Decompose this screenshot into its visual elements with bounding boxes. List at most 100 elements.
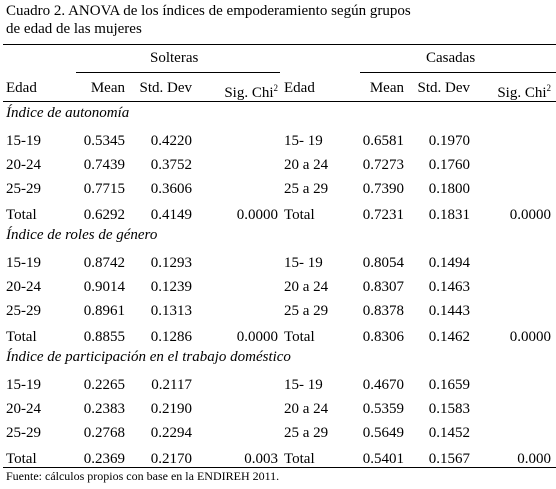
table-cell: 0.1463 [428,279,470,295]
table-cell: 0.000 [517,451,551,467]
table-cell: 0.1567 [428,451,470,467]
table-cell: 0.2294 [150,425,192,441]
table-cell: 0.1831 [428,207,470,223]
table-cell: 0.1760 [428,157,470,173]
table-cell: 20 a 24 [284,279,329,295]
table-cell: 25-29 [6,303,41,319]
table-cell: 25-29 [6,181,41,197]
table-cell: Total [284,207,315,223]
table-cell: 20-24 [6,157,41,173]
table-cell: 0.8054 [362,255,404,271]
table-cell: 0.9014 [83,279,125,295]
group-header: Casadas [426,50,476,66]
table-cell: 0.5345 [83,133,125,149]
source-note: Fuente: cálculos propios con base en la … [6,469,280,483]
column-header: Edad [6,76,70,105]
column-header: Sig. Chi2 [192,76,278,105]
table-cell [470,397,551,421]
table-cell: 0.3606 [150,181,192,197]
table-cell: 15-19 [6,133,41,149]
column-header: Edad [278,76,344,105]
table-row: 20-24 0.2383 0.2190 20 a 24 0.5359 0.1583 [6,397,551,421]
section-title: Índice de roles de género [6,227,158,243]
table-cell: 0.8961 [83,303,125,319]
table-cell [192,177,278,201]
table-cell: 0.0000 [236,329,278,345]
table-cell: 0.1462 [428,329,470,345]
table-cell: 0.1293 [150,255,192,271]
table-cell [470,299,551,323]
table-cell: 0.1239 [150,279,192,295]
table-cell: 0.2768 [83,425,125,441]
table-cell: 20 a 24 [284,157,329,173]
table-cell [192,397,278,421]
table-cell: Total [284,451,315,467]
table-cell: 25 a 29 [284,303,329,319]
table-cell: 0.8855 [83,329,125,345]
rule [3,101,556,102]
table-row: 15-19 0.8742 0.1293 15- 19 0.8054 0.1494 [6,251,551,275]
column-header-text: Edad [6,80,37,96]
table-cell: 0.2369 [83,451,125,467]
table-cell [470,275,551,299]
table-cell: 0.003 [244,451,278,467]
table-row: 25-29 0.7715 0.3606 25 a 29 0.7390 0.1800 [6,177,551,201]
table-cell: 0.5649 [362,425,404,441]
rule [3,467,556,468]
table-row: 15-19 0.2265 0.2117 15- 19 0.4670 0.1659 [6,373,551,397]
title-line: Cuadro 2. ANOVA de los índices de empode… [6,3,411,19]
table-cell: 20 a 24 [284,401,329,417]
table-cell [192,251,278,275]
table-cell [192,421,278,445]
table-cell [470,373,551,397]
table-cell [192,299,278,323]
table-cell: 25 a 29 [284,181,329,197]
table-cell: 0.4670 [362,377,404,393]
table-row: 20-24 0.7439 0.3752 20 a 24 0.7273 0.1760 [6,153,551,177]
table-cell: Total [6,329,37,345]
superscript: 2 [273,83,279,93]
table-cell: 0.1800 [428,181,470,197]
table-cell: 0.8306 [362,329,404,345]
column-header-row: Edad Mean Std. Dev Sig. Chi2 Edad Mean Std. De… [6,76,552,101]
table-cell: 0.7439 [83,157,125,173]
table-cell: 0.6581 [362,133,404,149]
table-cell [470,129,551,153]
column-header: Mean [344,76,404,105]
table-cell [192,275,278,299]
table-cell [192,373,278,397]
column-header-text: Edad [284,80,315,96]
column-header-text: Std. Dev [417,80,471,96]
table-cell: 0.8378 [362,303,404,319]
table-cell: 25-29 [6,425,41,441]
table-cell: 15-19 [6,255,41,271]
table-cell: Total [284,329,315,345]
table-cell [470,421,551,445]
table-cell: 0.1970 [428,133,470,149]
table-row: 25-29 0.8961 0.1313 25 a 29 0.8378 0.1443 [6,299,551,323]
table-cell: Total [6,207,37,223]
table-cell: 0.2170 [150,451,192,467]
table-cell [470,153,551,177]
rule [3,44,556,45]
table-cell: 0.1494 [428,255,470,271]
table-cell: 0.1583 [428,401,470,417]
table-cell: 15-19 [6,377,41,393]
table-cell: 0.2383 [83,401,125,417]
table-row: Total 0.2369 0.2170 0.003 Total 0.5401 0.1567 0… [6,447,551,471]
rule [360,72,556,73]
table-cell: Total [6,451,37,467]
table-cell: 0.1313 [150,303,192,319]
superscript: 2 [546,83,552,93]
table-cell: 20-24 [6,279,41,295]
table-cell [192,129,278,153]
table-cell: 15- 19 [284,377,323,393]
table-cell: 0.1443 [428,303,470,319]
table-cell: 0.5401 [362,451,404,467]
table-cell: 25 a 29 [284,425,329,441]
title-line: de edad de las mujeres [6,21,142,37]
rule [76,72,280,73]
table-cell [192,153,278,177]
column-header-text: Mean [90,80,125,96]
